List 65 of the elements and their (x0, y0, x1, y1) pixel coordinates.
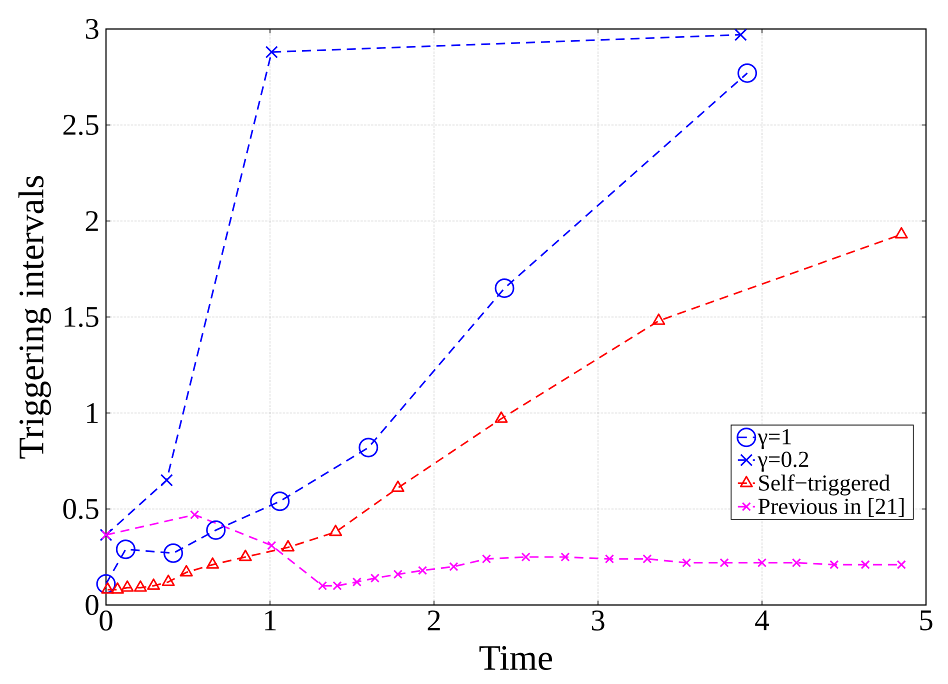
point (792, 558, 802, 568)
point (418, 566, 428, 576)
point (482, 554, 492, 564)
point (206, 557, 220, 569)
point (267, 540, 276, 550)
point (449, 562, 458, 572)
point (318, 581, 328, 590)
point (720, 558, 729, 568)
point (96, 574, 116, 594)
point (329, 524, 342, 536)
point (652, 313, 666, 325)
point (270, 492, 290, 512)
point (896, 560, 906, 570)
x-axis-title: Time (479, 646, 552, 670)
y-tick-label: 2.5 (63, 114, 98, 136)
y-tick-label: 0.5 (63, 498, 98, 520)
point (206, 520, 226, 540)
y-tick-label: 1.5 (64, 306, 98, 328)
point (180, 564, 193, 576)
x-tick-label: 3 (592, 610, 604, 631)
legend-label: Previous in [21] (758, 498, 904, 517)
legend-label: γ=1 (758, 429, 791, 450)
point (894, 227, 908, 239)
point (120, 580, 134, 592)
point (370, 574, 380, 583)
point (134, 580, 147, 592)
point (494, 278, 514, 298)
x-tick-label: 4 (755, 610, 770, 630)
point (238, 550, 252, 562)
point (160, 474, 173, 486)
legend-label: γ=0.2 (758, 452, 808, 472)
point (110, 582, 124, 594)
point (830, 560, 839, 570)
point (757, 558, 767, 568)
point (494, 411, 508, 423)
point (391, 480, 404, 492)
legend-label: Self−triggered (759, 474, 890, 496)
point (162, 574, 175, 586)
point (116, 540, 136, 560)
point (642, 554, 652, 564)
point (737, 63, 758, 83)
point (190, 510, 200, 520)
x-tick-label: 1 (265, 610, 276, 630)
y-tick-label: 2 (86, 211, 98, 231)
point (282, 540, 295, 552)
y-axis-title: Triggering intervals (18, 176, 51, 459)
point (734, 28, 747, 42)
point (163, 543, 184, 563)
point (265, 46, 278, 58)
point (521, 552, 530, 562)
x-tick-label: 2 (428, 610, 440, 630)
point (604, 554, 614, 564)
x-tick-label: 5 (920, 610, 932, 630)
x-tick-label: 0 (100, 610, 112, 631)
point (358, 438, 378, 458)
point (860, 560, 870, 570)
point (682, 558, 692, 568)
y-tick-label: 0 (86, 594, 98, 616)
point (352, 577, 362, 587)
point (147, 578, 160, 590)
y-tick-label: 3 (86, 18, 98, 40)
point (393, 570, 403, 579)
point (560, 552, 570, 562)
y-tick-label: 1 (87, 403, 98, 423)
point (332, 581, 342, 590)
